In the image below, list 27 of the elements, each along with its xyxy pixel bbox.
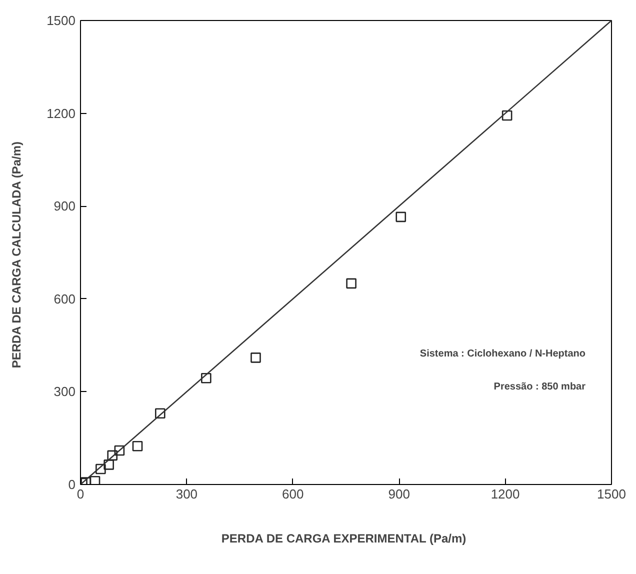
point [132, 440, 143, 452]
y-tick-label: 900 [54, 198, 76, 214]
point [396, 212, 406, 222]
x-tick-label: 300 [176, 486, 198, 502]
y-tick-label: 0 [68, 477, 76, 492]
point [104, 460, 114, 470]
point [96, 464, 106, 474]
y-tick-label: 300 [54, 384, 76, 400]
y-tick-label: 1200 [46, 106, 76, 121]
point [201, 372, 212, 384]
point [90, 476, 100, 484]
point [155, 408, 166, 419]
point [107, 450, 118, 461]
y-tick-label: 600 [54, 291, 76, 306]
x-tick-label: 600 [282, 486, 304, 502]
point [250, 352, 261, 363]
x-tick-label: 1500 [597, 486, 626, 502]
x-tick-label: 900 [388, 486, 410, 502]
x-tick-label: 1200 [490, 486, 520, 502]
x-axis-title: PERDA DE CARGA EXPERIMENTAL (Pa/m) [221, 532, 466, 546]
annotation: Sistema : Ciclohexano / N-Heptano [420, 348, 586, 360]
annotation: Pressão : 850 mbar [494, 382, 586, 392]
point [502, 110, 512, 121]
point [114, 445, 125, 456]
y-axis-title: PERDA DE CARGA CALCULADA (Pa/m) [10, 141, 24, 368]
point [346, 278, 356, 289]
y-tick-label: 1500 [46, 13, 76, 28]
